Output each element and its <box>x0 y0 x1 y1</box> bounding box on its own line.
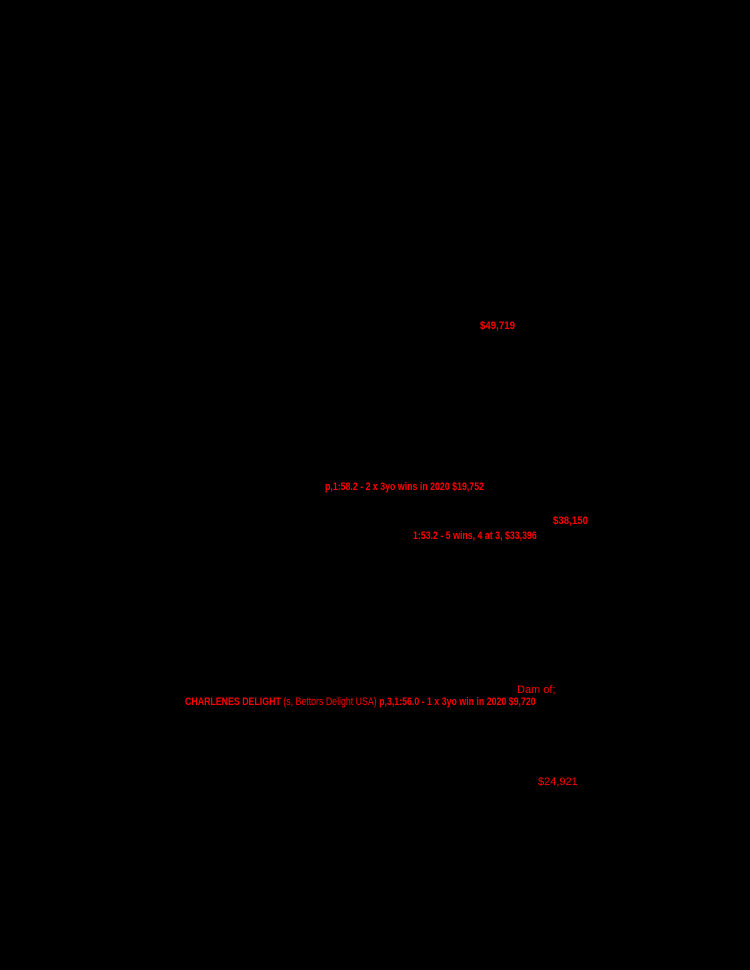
dam-of-label: Dam of; <box>517 684 556 696</box>
offspring-name: CHARLENES DELIGHT <box>185 696 281 708</box>
race-record-line-2: 1:53.2 - 5 wins, 4 at 3, $33,396 <box>413 530 537 542</box>
earnings-bottom-value: $24,921 <box>538 776 578 788</box>
earnings-mid-value: $38,150 <box>553 515 588 527</box>
offspring-record: p,3,1:56.0 - 1 x 3yo win in 2020 $9,720 <box>379 696 536 708</box>
offspring-sire-info: (s, Bettors Delight USA) <box>280 696 380 708</box>
earnings-top-value: $49,719 <box>480 320 515 332</box>
race-record-line-1: p,1:58.2 - 2 x 3yo wins in 2020 $19,752 <box>325 481 484 493</box>
offspring-line: CHARLENES DELIGHT (s, Bettors Delight US… <box>185 696 536 708</box>
